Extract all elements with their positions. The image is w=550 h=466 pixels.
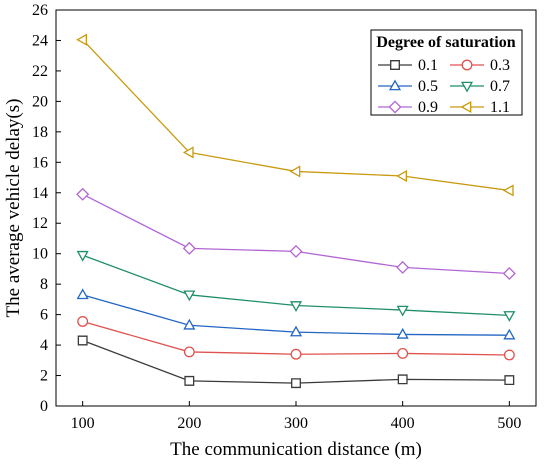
- series-layer: [76, 33, 516, 389]
- x-axis-label: The communication distance (m): [170, 439, 422, 460]
- series-line: [82, 193, 510, 275]
- data-point: [289, 325, 303, 337]
- data-point: [289, 165, 301, 178]
- x-tick-label: 200: [177, 415, 201, 432]
- legend-entry-0.7: 0.7: [450, 78, 510, 95]
- legend-entry-1.1: 1.1: [450, 99, 510, 116]
- legend-label: 1.1: [490, 99, 510, 116]
- data-point: [77, 316, 89, 327]
- legend: Degree of saturation 0.1 0.3 0.5 0.7 0.9 1.1: [370, 29, 523, 116]
- data-point: [76, 250, 89, 262]
- data-point: [503, 328, 516, 340]
- legend-entry-0.1: 0.1: [378, 57, 438, 74]
- legend-label: 0.5: [418, 78, 438, 95]
- y-tick-label: 16: [32, 154, 48, 171]
- data-point: [290, 348, 302, 360]
- data-point: [76, 187, 90, 201]
- legend-marker: [460, 100, 472, 114]
- y-tick-label: 14: [32, 185, 48, 202]
- y-tick-label: 26: [32, 2, 48, 19]
- data-point: [396, 305, 409, 317]
- data-point: [504, 375, 515, 386]
- data-point: [76, 288, 89, 300]
- legend-marker: [460, 81, 474, 93]
- data-point: [183, 346, 195, 358]
- data-point: [77, 335, 88, 346]
- data-point: [503, 311, 516, 322]
- data-point: [183, 318, 196, 330]
- data-point: [184, 375, 195, 386]
- x-axis: 100 200 300 400 500: [71, 401, 521, 432]
- data-point: [397, 348, 409, 359]
- y-tick-label: 22: [32, 63, 48, 80]
- data-point: [183, 290, 196, 302]
- data-point: [289, 244, 303, 258]
- y-tick-label: 8: [40, 276, 48, 293]
- series-0.7: [76, 250, 516, 322]
- data-point: [289, 301, 303, 312]
- legend-label: 0.3: [490, 57, 510, 74]
- legend-box: [370, 29, 523, 116]
- y-tick-label: 18: [32, 124, 48, 141]
- data-point: [503, 349, 515, 361]
- series-0.1: [77, 335, 515, 389]
- legend-entry-0.3: 0.3: [450, 57, 510, 74]
- x-tick-label: 100: [71, 415, 95, 432]
- x-tick-label: 300: [284, 415, 308, 432]
- x-tick-label: 400: [391, 415, 415, 432]
- legend-entry-0.5: 0.5: [378, 78, 438, 95]
- legend-label: 0.1: [418, 57, 438, 74]
- data-point: [182, 146, 194, 159]
- legend-marker: [388, 79, 402, 91]
- y-tick-label: 24: [32, 32, 48, 49]
- y-tick-label: 20: [32, 93, 48, 110]
- data-point: [396, 260, 410, 274]
- y-tick-label: 6: [40, 307, 48, 324]
- legend-title: Degree of saturation: [376, 34, 515, 51]
- data-point: [182, 241, 196, 255]
- data-point: [76, 33, 87, 46]
- data-point: [396, 327, 409, 339]
- series-line: [82, 339, 510, 384]
- data-point: [396, 169, 407, 183]
- data-point: [291, 378, 301, 389]
- legend-marker: [388, 100, 402, 114]
- series-0.9: [76, 187, 516, 281]
- x-tick-label: 500: [497, 415, 521, 432]
- data-point: [502, 184, 514, 197]
- legend-label: 0.7: [490, 78, 510, 95]
- y-tick-label: 4: [40, 337, 48, 354]
- series-1.1: [76, 33, 514, 197]
- data-point: [502, 266, 516, 281]
- y-axis-label: The average vehicle delay(s): [3, 99, 24, 318]
- legend-entry-0.9: 0.9: [378, 99, 438, 116]
- series-0.3: [77, 316, 515, 361]
- y-tick-label: 2: [40, 368, 48, 385]
- legend-marker: [390, 60, 400, 70]
- legend-marker: [461, 59, 473, 71]
- y-tick-label: 10: [32, 246, 48, 263]
- y-tick-label: 0: [40, 398, 48, 415]
- data-point: [397, 374, 408, 385]
- y-tick-label: 12: [32, 215, 48, 232]
- series-0.5: [76, 288, 516, 340]
- legend-label: 0.9: [418, 99, 438, 116]
